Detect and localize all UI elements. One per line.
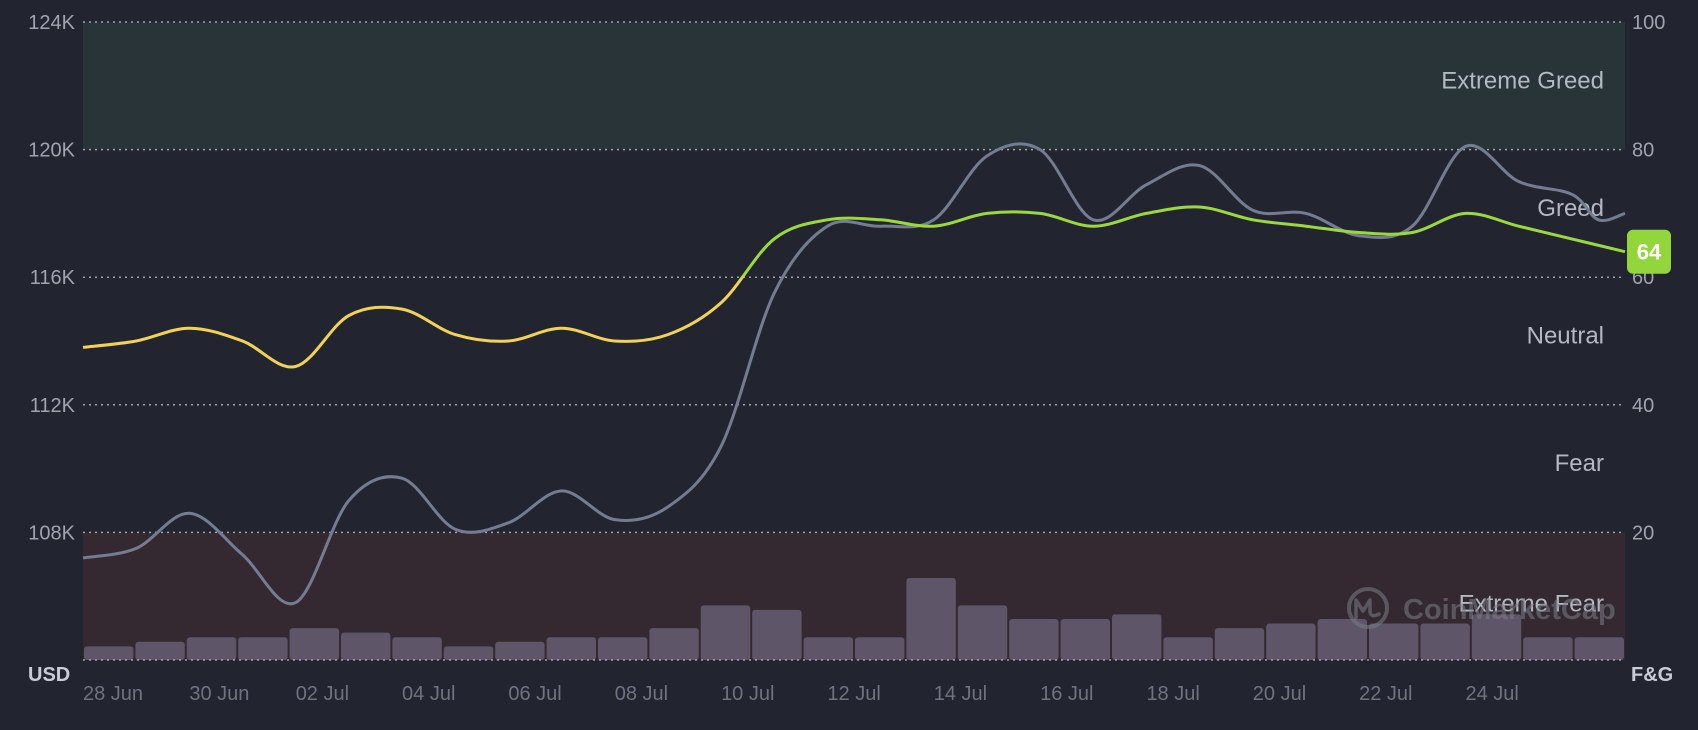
volume-bar <box>855 637 905 660</box>
volume-bar <box>1214 628 1265 660</box>
volume-bar <box>84 646 134 660</box>
extreme-fear-zone <box>83 532 1625 660</box>
volume-bar <box>135 641 185 660</box>
extreme-greed-zone <box>83 22 1625 150</box>
volume-bar <box>443 646 494 660</box>
x-tick-label: 02 Jul <box>296 683 349 705</box>
left-tick-label: 116K <box>30 267 76 289</box>
left-tick-label: 108K <box>28 522 75 544</box>
volume-bar <box>1574 637 1624 660</box>
right-tick-label: 40 <box>1632 395 1654 417</box>
volume-bar <box>1471 614 1522 660</box>
volume-bar <box>238 637 288 660</box>
right-tick-label: 100 <box>1632 12 1665 34</box>
sentiment-zones <box>83 22 1625 660</box>
volume-bar <box>1317 618 1367 660</box>
watermark: CoinMarketCap <box>1347 587 1616 629</box>
x-tick-label: 10 Jul <box>721 683 774 705</box>
left-axis: 108K 112K 116K 120K 124K <box>28 12 75 544</box>
volume-bar <box>752 609 802 660</box>
zone-label: Extreme Fear <box>1459 591 1604 618</box>
series-lines <box>82 142 1626 606</box>
x-tick-label: 12 Jul <box>827 683 880 705</box>
left-axis-label: USD <box>28 664 70 686</box>
x-axis: 28 Jun 30 Jun 02 Jul 04 Jul 06 Jul 08 Jul 10 J… <box>83 683 1519 705</box>
x-tick-label: 14 Jul <box>934 683 987 705</box>
volume-bar <box>1420 623 1470 660</box>
volume-bar <box>906 577 956 660</box>
volume-bar <box>649 628 699 660</box>
x-tick-label: 16 Jul <box>1040 683 1093 705</box>
left-tick-label: 120K <box>28 140 75 162</box>
x-tick-label: 22 Jul <box>1359 683 1412 705</box>
volume-bar <box>803 637 853 660</box>
volume-bar <box>341 632 391 660</box>
x-tick-label: 08 Jul <box>615 683 668 705</box>
x-tick-label: 18 Jul <box>1146 683 1199 705</box>
volume-bar <box>957 605 1008 660</box>
watermark-text: CoinMarketCap <box>1403 594 1616 626</box>
left-tick-label: 124K <box>28 12 75 34</box>
right-axis-label: F&G <box>1631 664 1673 686</box>
left-tick-label: 112K <box>30 395 76 417</box>
volume-bar <box>1163 637 1213 660</box>
volume-bar <box>546 637 596 660</box>
grid-lines <box>83 21 1625 661</box>
current-value: 64 <box>1637 240 1662 265</box>
volume-bar <box>598 637 648 660</box>
volume-bars <box>84 577 1624 660</box>
volume-bar <box>392 637 442 660</box>
zone-label: Fear <box>1555 450 1604 477</box>
x-tick-label: 04 Jul <box>402 683 455 705</box>
x-tick-label: 28 Jun <box>83 683 143 705</box>
volume-bar <box>1060 618 1110 660</box>
volume-bar <box>1523 637 1573 660</box>
volume-bar <box>289 628 339 660</box>
volume-bar <box>1266 623 1316 660</box>
volume-bar <box>186 637 237 660</box>
volume-bar <box>495 641 545 660</box>
right-tick-label: 20 <box>1632 522 1654 544</box>
price-line <box>82 142 1626 606</box>
x-tick-label: 30 Jun <box>189 683 249 705</box>
volume-bar <box>1369 623 1419 660</box>
volume-bar <box>700 605 751 660</box>
x-tick-label: 06 Jul <box>508 683 561 705</box>
volume-bar <box>1112 614 1162 660</box>
fear-greed-line <box>82 205 1626 369</box>
coinmarketcap-logo-icon <box>1347 587 1389 629</box>
right-tick-label: 80 <box>1632 140 1654 162</box>
zone-label: Extreme Greed <box>1441 67 1604 94</box>
volume-bar <box>1009 618 1059 660</box>
current-value-badge: 64 <box>1627 229 1671 274</box>
x-tick-label: 20 Jul <box>1253 683 1306 705</box>
x-tick-label: 24 Jul <box>1465 683 1518 705</box>
zone-label: Neutral <box>1527 323 1604 350</box>
